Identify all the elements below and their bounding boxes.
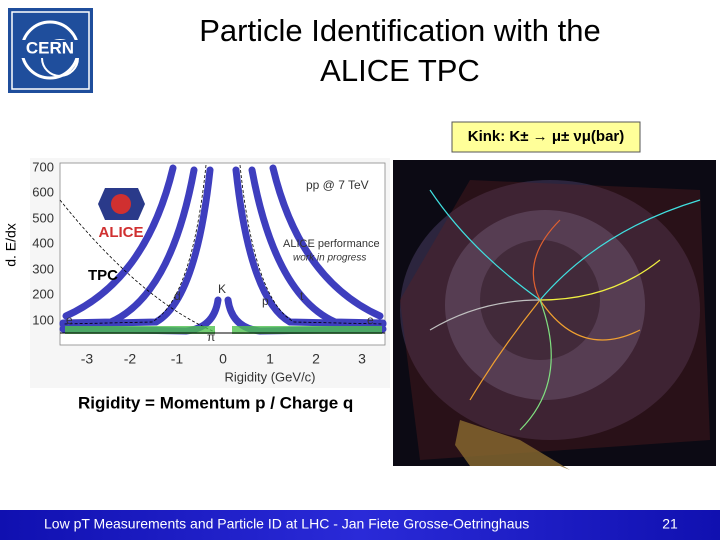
title: ALICE TPC (320, 53, 480, 88)
event-magnet (400, 180, 710, 460)
event-tracks (429, 189, 701, 431)
particle-label: t (300, 289, 304, 303)
x-tick-label: 1 (266, 351, 274, 367)
x-tick-label: -2 (124, 351, 137, 367)
dedx-curves (59, 164, 384, 333)
y-axis-label: d. E/dx (3, 223, 19, 267)
footer-bar (0, 510, 720, 540)
y-tick-label: 700 (32, 159, 54, 174)
event-absorber (455, 420, 570, 470)
y-tick-label: 100 (32, 312, 54, 327)
x-tick-label: -1 (171, 351, 184, 367)
y-tick-label: 500 (32, 210, 54, 225)
green-band (65, 326, 215, 334)
footer-text: Low pT Measurements and Particle ID at L… (44, 516, 529, 532)
x-axis-label: Rigidity (GeV/c) (224, 369, 315, 384)
detector-label: TPC (88, 267, 118, 284)
y-tick-label: 300 (32, 261, 54, 276)
x-tick-label: 3 (358, 351, 366, 367)
x-tick-label: -3 (81, 351, 94, 367)
green-band (232, 326, 382, 334)
particle-label: p (262, 294, 269, 308)
x-tick-label: 0 (219, 351, 227, 367)
particle-label: e (367, 313, 374, 327)
dedx-bands (59, 164, 387, 335)
title: Particle Identification with the (199, 13, 601, 48)
performance-label: ALICE performance (283, 238, 380, 250)
y-tick-label: 400 (32, 235, 54, 250)
y-tick-label: 200 (32, 286, 54, 301)
energy-label: pp @ 7 TeV (306, 178, 369, 192)
status-label: work in progress (293, 253, 366, 264)
alice-logo-core (111, 194, 131, 214)
logo-text-bg (20, 40, 80, 58)
particle-label: e (66, 313, 73, 327)
logo-text: CERN (26, 38, 74, 57)
y-tick-label: 600 (32, 184, 54, 199)
kink-label: Kink: K± → μ± νμ(bar) (468, 128, 625, 145)
particle-label: d (174, 289, 181, 303)
x-tick-label: 2 (312, 351, 320, 367)
rigidity-note: Rigidity = Momentum p / Charge q (78, 393, 353, 412)
kink-label-box (451, 121, 641, 153)
alice-label: ALICE (99, 224, 144, 241)
page-number: 21 (662, 516, 678, 532)
logo-frame (11, 11, 90, 90)
particle-label: K (218, 282, 226, 296)
particle-label: π (207, 330, 215, 344)
